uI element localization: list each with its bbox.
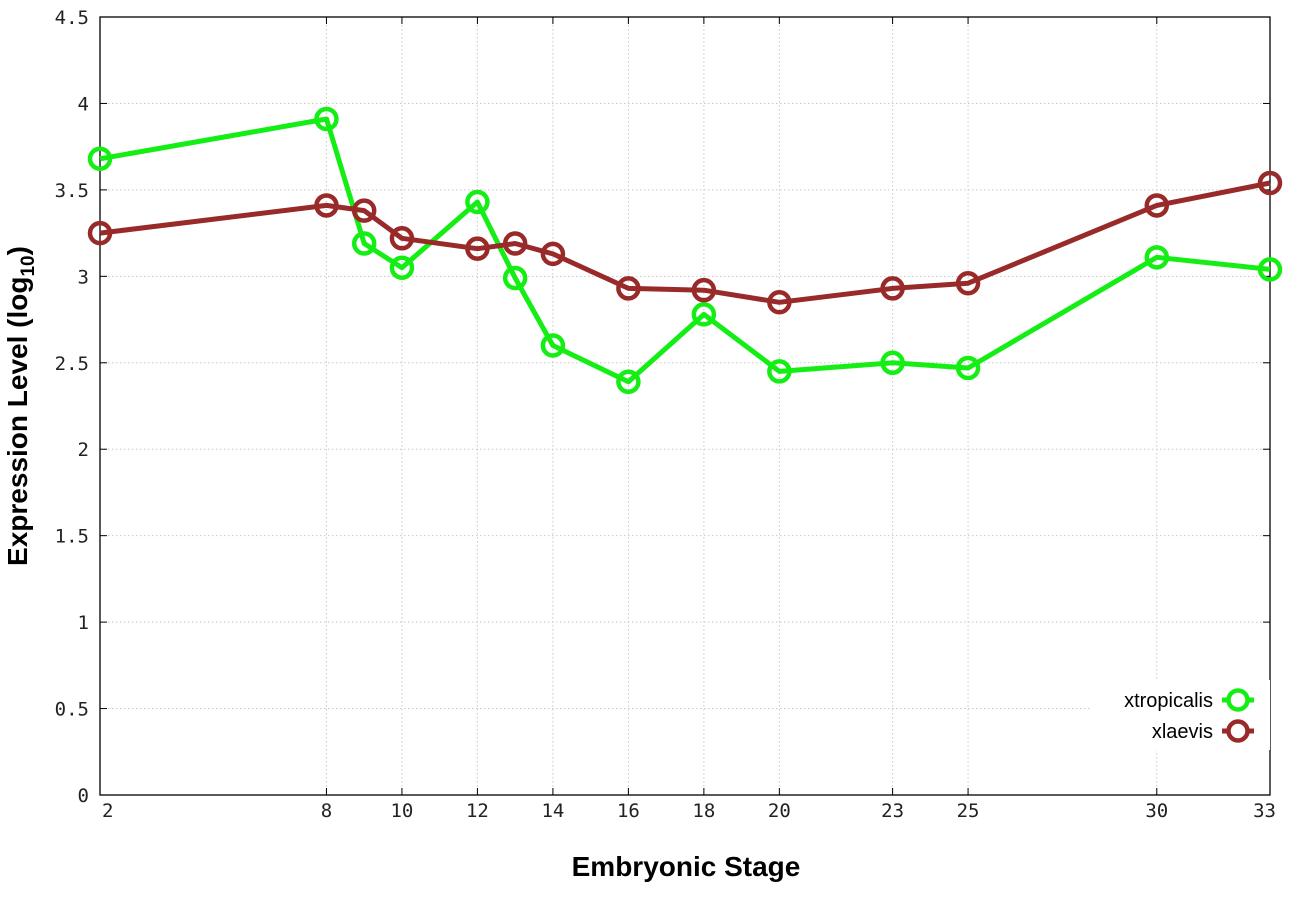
x-axis-title: Embryonic Stage (572, 851, 801, 882)
data-point-xtropicalis (880, 350, 905, 376)
x-tick-label: 14 (541, 800, 564, 822)
y-tick-label: 1.5 (55, 526, 89, 548)
data-point-xlaevis (955, 270, 981, 296)
x-tick-label: 2 (102, 800, 113, 822)
plot-area-frame (99, 16, 1271, 796)
data-point-xtropicalis (691, 302, 717, 327)
series-layer (87, 106, 1283, 395)
y-tick-label: 3.5 (55, 180, 89, 202)
y-axis-title-suffix: ) (2, 246, 33, 255)
y-tick-label: 1 (78, 612, 89, 634)
data-point-xlaevis (540, 241, 566, 267)
legend-marker-xlaevis (1226, 719, 1250, 743)
legend-marker-xtropicalis (1226, 688, 1250, 712)
y-tick-label: 0 (78, 785, 89, 807)
series-xtropicalis (87, 106, 1283, 395)
x-tick-label: 33 (1253, 800, 1276, 822)
data-point-xtropicalis (389, 255, 415, 280)
y-tick-label: 4 (78, 93, 89, 115)
x-tick-label: 18 (692, 800, 715, 822)
legend: xtropicalis xlaevis (1090, 680, 1270, 750)
series-line-xlaevis (99, 180, 1271, 305)
y-axis-title: Expression Level (log10) (2, 246, 39, 566)
data-point-xlaevis (1257, 170, 1283, 196)
x-tick-label: 16 (617, 800, 640, 822)
data-point-xlaevis (616, 276, 641, 301)
y-tick-label: 2 (78, 439, 89, 461)
y-tick-label: 3 (78, 266, 89, 288)
axis-ticks: 2 8 10 12 14 16 18 20 23 25 30 33 0 0.5 1 1.5 2 2.5 3 3.5 4 4… (55, 7, 1276, 822)
data-point-xlaevis (1144, 193, 1170, 218)
data-point-xtropicalis (1257, 257, 1283, 282)
series-xlaevis (87, 170, 1283, 315)
data-point-xlaevis (314, 193, 339, 218)
data-point-xtropicalis (502, 265, 528, 291)
legend-item-xtropicalis: xtropicalis (1124, 688, 1254, 712)
series-line-xtropicalis (99, 116, 1271, 385)
legend-label-xtropicalis: xtropicalis (1124, 690, 1213, 712)
data-point-xlaevis (767, 290, 792, 315)
x-tick-label: 10 (390, 800, 413, 822)
data-point-xtropicalis (616, 369, 641, 395)
data-point-xlaevis (465, 236, 490, 261)
y-tick-label: 0.5 (55, 699, 89, 721)
data-point-xlaevis (389, 226, 415, 251)
data-point-xtropicalis (465, 189, 490, 215)
data-point-xtropicalis (540, 333, 566, 358)
data-point-xtropicalis (87, 146, 113, 172)
x-tick-label: 12 (466, 800, 489, 822)
data-point-xlaevis (502, 231, 528, 256)
data-point-xlaevis (691, 277, 717, 303)
grid (100, 17, 1270, 795)
x-tick-label: 30 (1145, 800, 1168, 822)
data-point-xlaevis (351, 198, 377, 223)
x-tick-label: 20 (768, 800, 791, 822)
data-point-xtropicalis (314, 106, 339, 132)
data-point-xlaevis (87, 220, 113, 246)
y-axis-title-main: Expression Level (log (2, 277, 33, 566)
data-point-xtropicalis (1144, 245, 1170, 270)
data-point-xtropicalis (767, 359, 792, 384)
x-tick-label: 23 (881, 800, 904, 822)
y-tick-label: 4.5 (55, 7, 89, 29)
data-point-xlaevis (880, 276, 905, 301)
x-tick-label: 8 (321, 800, 332, 822)
data-point-xtropicalis (955, 355, 981, 381)
y-axis-title-subscript: 10 (18, 255, 39, 276)
legend-label-xlaevis: xlaevis (1152, 721, 1213, 743)
legend-item-xlaevis: xlaevis (1152, 719, 1254, 743)
x-tick-label: 25 (957, 800, 980, 822)
data-point-xtropicalis (351, 231, 377, 256)
y-tick-label: 2.5 (55, 353, 89, 375)
